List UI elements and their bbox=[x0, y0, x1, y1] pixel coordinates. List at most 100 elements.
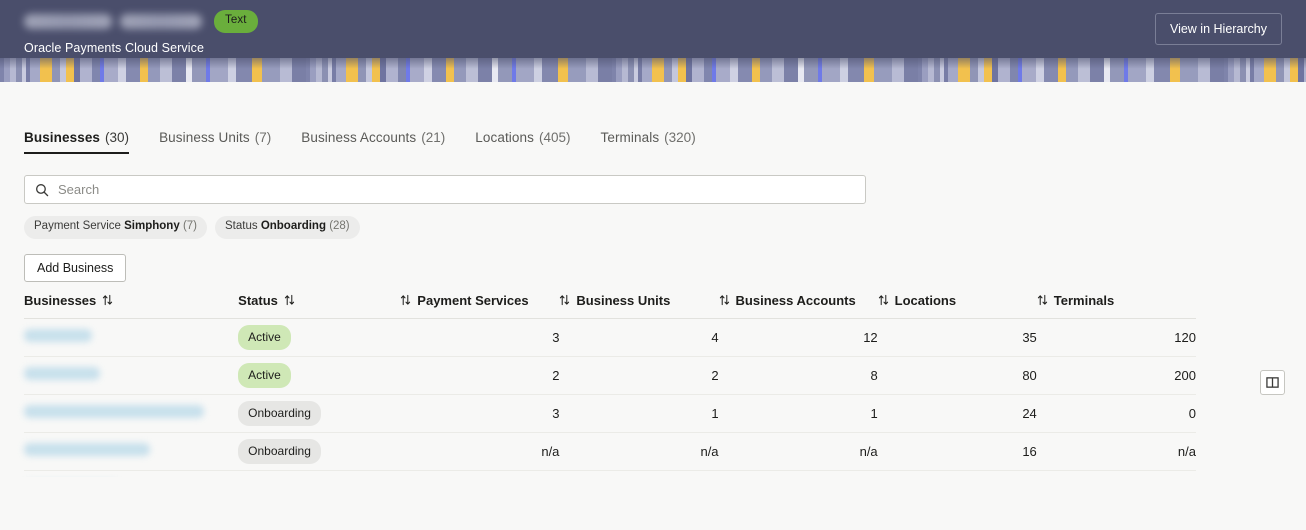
search-input[interactable] bbox=[58, 182, 855, 197]
page-header: Text Oracle Payments Cloud Service View … bbox=[0, 0, 1306, 58]
column-header-status[interactable]: Status bbox=[238, 292, 401, 319]
chip-count: (28) bbox=[329, 220, 350, 232]
tab-count: (7) bbox=[254, 130, 272, 145]
cell-business-name[interactable] bbox=[24, 432, 239, 471]
search-icon bbox=[36, 183, 49, 196]
chip-value: Onboarding bbox=[260, 220, 326, 232]
cell-terminals: 0 bbox=[1036, 394, 1196, 433]
main-content: Businesses (30) Business Units (7) Busines… bbox=[0, 124, 1306, 530]
sort-icon bbox=[560, 294, 570, 306]
view-in-hierarchy-button[interactable]: View in Hierarchy bbox=[1154, 13, 1282, 45]
add-business-button[interactable]: Add Business bbox=[24, 253, 127, 282]
column-label: Businesses bbox=[24, 292, 97, 308]
tab-count: (30) bbox=[105, 130, 130, 145]
column-header-locations[interactable]: Locations bbox=[877, 292, 1037, 319]
cell-terminals bbox=[1036, 470, 1196, 477]
tab-count: (405) bbox=[538, 130, 571, 145]
page-title-redacted bbox=[24, 13, 202, 29]
tab-bar: Businesses (30) Business Units (7) Busines… bbox=[0, 124, 1306, 154]
business-name bbox=[150, 443, 151, 444]
column-header-business-accounts[interactable]: Business Accounts bbox=[718, 292, 878, 319]
table-row[interactable]: Onboarding 3 1 1 24 0 bbox=[24, 394, 1196, 433]
tab-business-accounts[interactable]: Business Accounts (21) bbox=[301, 130, 445, 154]
column-header-payment-services[interactable]: Payment Services bbox=[400, 292, 560, 319]
split-panel-icon[interactable] bbox=[1260, 370, 1285, 395]
sort-icon bbox=[401, 294, 411, 306]
filter-chip-status[interactable]: Status Onboarding (28) bbox=[215, 216, 360, 239]
cell-payment-services: n/a bbox=[400, 432, 560, 471]
table-row[interactable]: Active 2 2 8 80 200 bbox=[24, 356, 1196, 395]
cell-terminals: n/a bbox=[1036, 432, 1196, 471]
table-row[interactable]: Onboarding bbox=[24, 470, 1196, 477]
sort-icon bbox=[719, 294, 729, 306]
tab-business-units[interactable]: Business Units (7) bbox=[159, 130, 271, 154]
status-badge: Active bbox=[238, 324, 291, 350]
business-name-redacted bbox=[24, 367, 100, 380]
table-row[interactable]: Onboarding n/a n/a n/a 16 n/a bbox=[24, 432, 1196, 471]
page-subtitle: Oracle Payments Cloud Service bbox=[24, 41, 205, 55]
filter-chip-list: Payment Service Simphony (7) Status Onbo… bbox=[24, 216, 1282, 239]
cell-status: Active bbox=[238, 356, 401, 395]
sort-icon bbox=[103, 294, 113, 306]
sort-icon bbox=[284, 294, 295, 306]
tab-label: Terminals bbox=[600, 130, 660, 145]
column-header-businesses[interactable]: Businesses bbox=[24, 292, 239, 319]
column-label: Business Accounts bbox=[735, 292, 856, 308]
decorative-banner-image bbox=[0, 58, 1306, 82]
cell-business-units: 1 bbox=[559, 394, 719, 433]
column-header-terminals[interactable]: Terminals bbox=[1036, 292, 1196, 319]
cell-business-name[interactable] bbox=[24, 356, 239, 395]
tab-locations[interactable]: Locations (405) bbox=[475, 130, 570, 154]
tab-terminals[interactable]: Terminals (320) bbox=[601, 130, 696, 154]
chip-value: Simphony bbox=[124, 220, 180, 232]
business-name bbox=[100, 367, 101, 368]
cell-status: Onboarding bbox=[238, 470, 401, 477]
chip-count: (7) bbox=[182, 220, 197, 232]
split-panel-glyph bbox=[1266, 377, 1279, 388]
businesses-table: Businesses Status bbox=[24, 292, 1196, 477]
chip-prefix: Status bbox=[225, 220, 258, 232]
cell-terminals: 200 bbox=[1036, 356, 1196, 395]
tab-label: Locations bbox=[475, 130, 534, 145]
table-header-row: Businesses Status bbox=[24, 292, 1196, 319]
title-blob-1 bbox=[24, 13, 112, 29]
status-badge: Text bbox=[214, 10, 258, 33]
cell-business-units bbox=[559, 470, 719, 477]
status-badge: Onboarding bbox=[238, 438, 321, 464]
table-scroll-area: Businesses Status bbox=[0, 281, 1306, 477]
column-label: Payment Services bbox=[417, 292, 529, 308]
tab-label: Business Units bbox=[159, 130, 250, 145]
cell-locations bbox=[877, 470, 1037, 477]
cell-status: Active bbox=[238, 318, 401, 357]
column-header-business-units[interactable]: Business Units bbox=[559, 292, 719, 319]
tab-count: (320) bbox=[664, 130, 696, 145]
cell-payment-services: 3 bbox=[400, 394, 560, 433]
header-title-row: Text bbox=[24, 10, 258, 33]
cell-business-name[interactable] bbox=[24, 318, 239, 357]
cell-locations: 80 bbox=[877, 356, 1037, 395]
cell-payment-services: 3 bbox=[400, 318, 560, 357]
cell-business-name[interactable] bbox=[24, 470, 239, 477]
table-row[interactable]: Active 3 4 12 35 120 bbox=[24, 318, 1196, 357]
table-body: Active 3 4 12 35 120 Active 2 bbox=[24, 318, 1196, 477]
status-badge: Active bbox=[238, 362, 291, 388]
column-label: Business Units bbox=[576, 292, 671, 308]
cell-business-accounts: 1 bbox=[718, 394, 878, 433]
cell-business-units: 4 bbox=[559, 318, 719, 357]
cell-locations: 24 bbox=[877, 394, 1037, 433]
filter-chip-payment-service[interactable]: Payment Service Simphony (7) bbox=[24, 216, 207, 239]
search-bar[interactable] bbox=[24, 175, 866, 204]
column-label: Terminals bbox=[1053, 292, 1115, 308]
cell-locations: 35 bbox=[877, 318, 1037, 357]
tab-businesses[interactable]: Businesses (30) bbox=[24, 130, 130, 154]
tab-label: Business Accounts bbox=[301, 130, 417, 145]
tab-label: Businesses bbox=[24, 130, 101, 145]
cell-business-accounts: 8 bbox=[718, 356, 878, 395]
actions-row: Add Business bbox=[24, 253, 1282, 282]
business-name-redacted bbox=[24, 329, 92, 342]
cell-business-name[interactable] bbox=[24, 394, 239, 433]
tab-count: (21) bbox=[421, 130, 446, 145]
business-name bbox=[92, 329, 93, 330]
cell-locations: 16 bbox=[877, 432, 1037, 471]
cell-status: Onboarding bbox=[238, 432, 401, 471]
